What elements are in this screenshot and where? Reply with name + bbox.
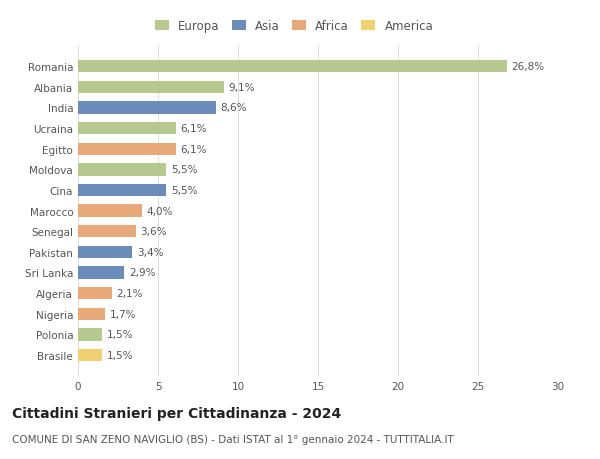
Text: 1,5%: 1,5%: [107, 330, 133, 340]
Text: 5,5%: 5,5%: [171, 165, 197, 175]
Bar: [78, 143, 176, 156]
Bar: [78, 61, 507, 73]
Text: 3,4%: 3,4%: [137, 247, 164, 257]
Bar: [78, 102, 215, 114]
Bar: [78, 246, 133, 258]
Bar: [78, 82, 224, 94]
Bar: [78, 349, 102, 361]
Text: 4,0%: 4,0%: [147, 206, 173, 216]
Text: 2,9%: 2,9%: [129, 268, 156, 278]
Bar: [78, 329, 102, 341]
Text: 5,5%: 5,5%: [171, 185, 197, 196]
Bar: [78, 123, 176, 135]
Bar: [78, 164, 166, 176]
Bar: [78, 308, 105, 320]
Text: 3,6%: 3,6%: [140, 227, 167, 237]
Text: 6,1%: 6,1%: [181, 145, 207, 154]
Bar: [78, 205, 142, 217]
Text: 26,8%: 26,8%: [512, 62, 545, 72]
Text: 2,1%: 2,1%: [116, 288, 143, 298]
Text: COMUNE DI SAN ZENO NAVIGLIO (BS) - Dati ISTAT al 1° gennaio 2024 - TUTTITALIA.IT: COMUNE DI SAN ZENO NAVIGLIO (BS) - Dati …: [12, 434, 454, 444]
Legend: Europa, Asia, Africa, America: Europa, Asia, Africa, America: [151, 17, 437, 37]
Text: Cittadini Stranieri per Cittadinanza - 2024: Cittadini Stranieri per Cittadinanza - 2…: [12, 406, 341, 420]
Bar: [78, 185, 166, 197]
Text: 9,1%: 9,1%: [229, 83, 255, 93]
Text: 6,1%: 6,1%: [181, 124, 207, 134]
Text: 8,6%: 8,6%: [220, 103, 247, 113]
Text: 1,7%: 1,7%: [110, 309, 137, 319]
Bar: [78, 267, 124, 279]
Bar: [78, 225, 136, 238]
Text: 1,5%: 1,5%: [107, 350, 133, 360]
Bar: [78, 287, 112, 300]
